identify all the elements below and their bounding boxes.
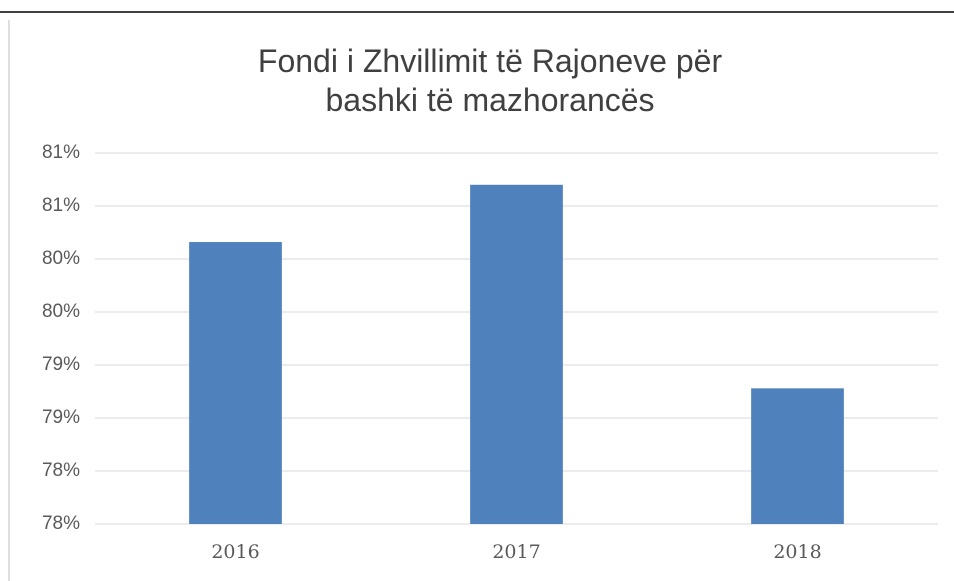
y-tick-label: 79% bbox=[42, 407, 80, 428]
bar bbox=[470, 184, 563, 525]
y-tick-label: 78% bbox=[42, 460, 80, 481]
bar bbox=[751, 388, 844, 524]
chart-title: Fondi i Zhvillimit të Rajoneve për bashki… bbox=[258, 43, 723, 118]
x-tick-label: 2017 bbox=[492, 541, 540, 563]
bar bbox=[189, 242, 282, 525]
y-tick-label: 81% bbox=[42, 195, 80, 216]
y-tick-label: 80% bbox=[42, 248, 80, 269]
x-tick-label: 2018 bbox=[773, 541, 821, 563]
y-tick-label: 81% bbox=[42, 142, 80, 163]
y-tick-label: 80% bbox=[42, 301, 80, 322]
x-tick-label: 2016 bbox=[211, 541, 259, 563]
y-tick-label: 79% bbox=[42, 354, 80, 375]
y-tick-label: 78% bbox=[42, 513, 80, 534]
